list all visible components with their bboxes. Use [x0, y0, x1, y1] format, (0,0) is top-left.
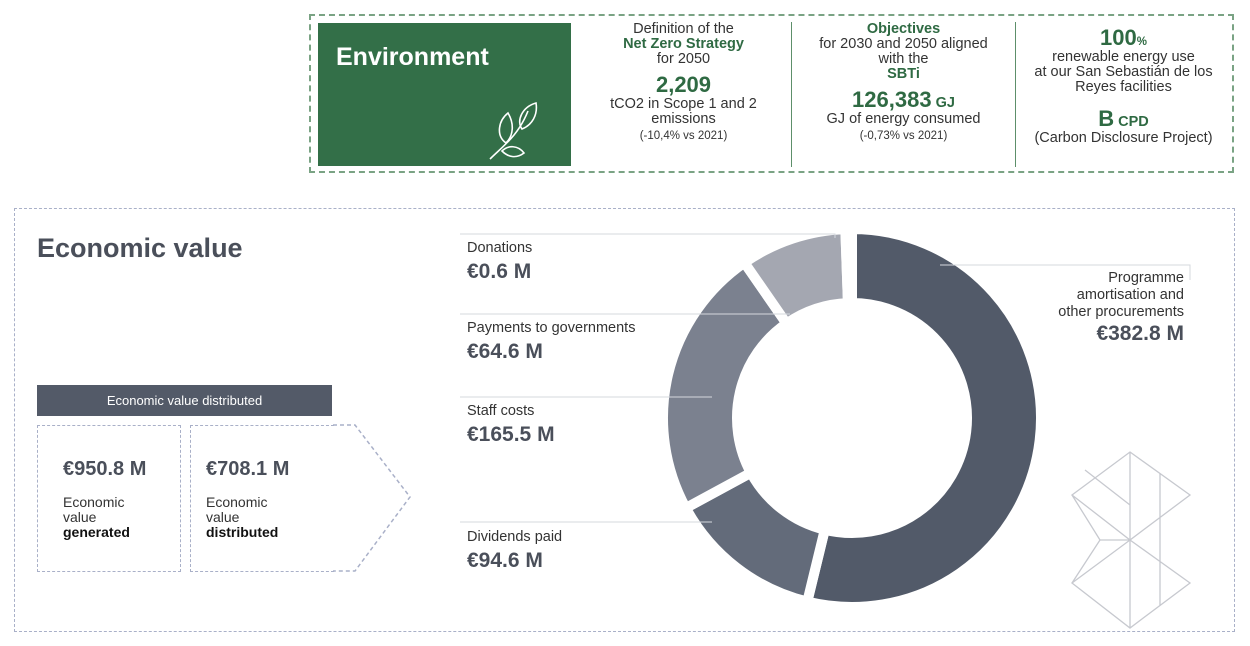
distributed-box: €708.1 M Economic value distributed: [190, 425, 334, 572]
net-zero-column: Definition of the Net Zero Strategy for …: [576, 22, 791, 167]
text: value: [206, 509, 240, 525]
arrow-outline: [333, 424, 411, 572]
text: generated: [63, 524, 130, 540]
text: tCO2 in Scope 1 and 2: [610, 96, 757, 112]
label-donations: Donations €0.6 M: [467, 240, 532, 284]
text: emissions: [651, 111, 716, 127]
text: Definition of the: [633, 21, 734, 37]
net-zero-strategy: Net Zero Strategy: [623, 36, 744, 52]
slice-name: Dividends paid: [467, 529, 563, 545]
divider: [791, 22, 792, 167]
slice-name: Donations: [467, 240, 533, 256]
text: renewable energy use: [1052, 49, 1195, 65]
donut-slice: [801, 223, 1046, 612]
text: with the: [878, 51, 929, 67]
cdp-rating: B: [1098, 106, 1115, 131]
cdp-unit: CPD: [1118, 114, 1149, 130]
distributed-header: Economic value distributed: [37, 385, 332, 416]
label-staff: Staff costs €165.5 M: [467, 403, 555, 447]
label-programme: Programme amortisation and other procure…: [1040, 270, 1184, 345]
text: distributed: [206, 524, 279, 540]
environment-panel: Environment Definition of the Net Zero S…: [309, 14, 1234, 173]
emissions-value: 2,209: [655, 72, 712, 97]
distributed-value: €708.1 M: [206, 458, 290, 480]
slice-value: €94.6 M: [467, 549, 543, 572]
change-text: (-0,73% vs 2021): [859, 130, 948, 142]
text: GJ of energy consumed: [826, 111, 981, 127]
change-text: (-10,4% vs 2021): [639, 130, 728, 142]
slice-value: €64.6 M: [467, 340, 543, 363]
text: at our San Sebastián de los: [1034, 64, 1213, 80]
generated-box: €950.8 M Economic value generated: [37, 425, 181, 572]
renewable-column: 100% renewable energy use at our San Seb…: [1016, 22, 1231, 167]
environment-header: Environment: [318, 23, 571, 166]
text: Economic: [206, 494, 268, 510]
slice-value: €382.8 M: [1096, 322, 1184, 345]
label-dividends: Dividends paid €94.6 M: [467, 529, 562, 573]
renewable-value: 100: [1100, 25, 1137, 50]
sbti-label: SBTi: [887, 66, 920, 82]
economic-value-panel: Economic value Economic value distribute…: [14, 208, 1235, 632]
environment-title: Environment: [336, 43, 489, 71]
percent-unit: %: [1136, 36, 1147, 48]
objectives-column: Objectives for 2030 and 2050 aligned wit…: [792, 22, 1015, 167]
text: for 2030 and 2050 aligned: [819, 36, 988, 52]
generated-value: €950.8 M: [63, 458, 147, 480]
text: value: [63, 509, 97, 525]
energy-value: 126,383: [852, 87, 932, 112]
slice-name: Payments to governments: [467, 320, 636, 336]
slice-value: €165.5 M: [467, 423, 555, 446]
divider: [1015, 22, 1016, 167]
text: (Carbon Disclosure Project): [1034, 130, 1213, 146]
economic-value-title: Economic value: [37, 233, 243, 263]
text: Reyes facilities: [1075, 79, 1172, 95]
objectives-label: Objectives: [866, 21, 941, 37]
slice-name: Programme amortisation and other procure…: [1058, 270, 1184, 320]
donut-slice: [658, 255, 794, 515]
leader-line: [460, 233, 836, 238]
text: Economic: [63, 494, 125, 510]
brand-logo-icon: [1070, 451, 1192, 629]
slice-name: Staff costs: [467, 403, 535, 419]
leader-line: [940, 264, 1191, 280]
donut-slice: [840, 223, 857, 309]
label-governments: Payments to governments €64.6 M: [467, 320, 635, 364]
slice-value: €0.6 M: [467, 260, 532, 283]
leaves-icon: [489, 101, 538, 160]
energy-unit: GJ: [935, 95, 955, 111]
text: for 2050: [656, 51, 711, 67]
